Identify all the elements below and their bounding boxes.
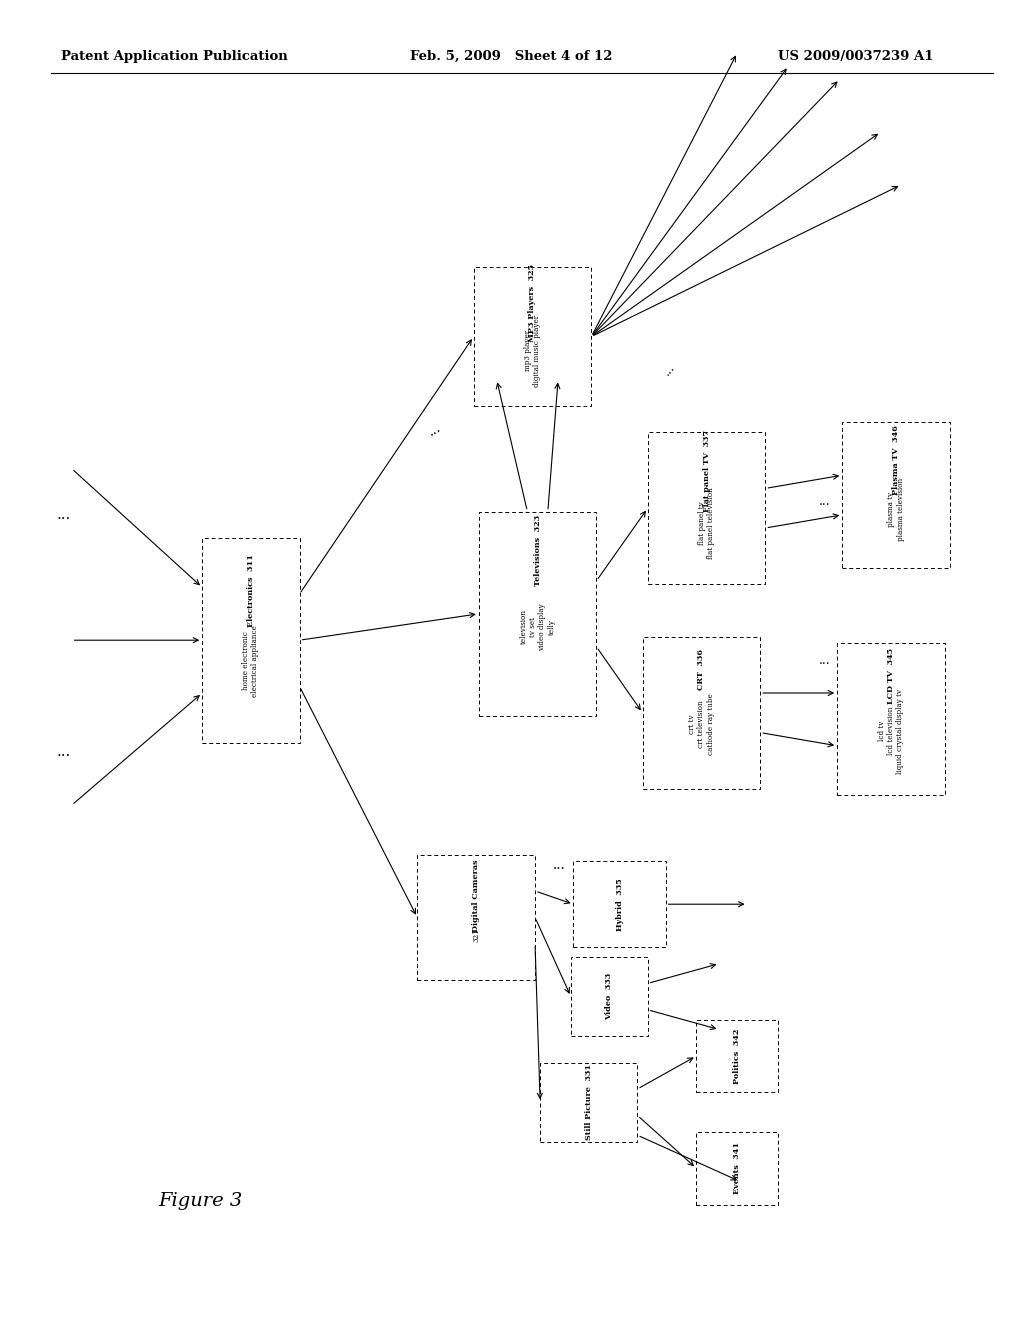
Bar [541,1063,637,1142]
Bar [643,636,760,788]
Bar [203,539,299,742]
Bar [696,1019,778,1093]
Text: Electronics  311: Electronics 311 [247,554,255,627]
Text: home electronic
electrical appliance: home electronic electrical appliance [243,624,259,697]
Text: Feb. 5, 2009   Sheet 4 of 12: Feb. 5, 2009 Sheet 4 of 12 [410,50,612,63]
Bar [838,643,944,795]
Text: Televisions  323: Televisions 323 [534,515,542,586]
Text: ...: ... [553,858,565,871]
Text: Plasma TV  346: Plasma TV 346 [892,425,900,495]
Text: Events  341: Events 341 [733,1142,741,1195]
Text: Hybrid  335: Hybrid 335 [615,878,624,931]
Text: LCD TV  345: LCD TV 345 [887,648,895,705]
Text: flat panel tv
flat panel television: flat panel tv flat panel television [698,487,715,560]
Text: ...: ... [660,360,678,379]
Text: lcd tv
lcd television
liquid crystal display tv: lcd tv lcd television liquid crystal dis… [878,689,904,774]
Text: ...: ... [56,508,71,521]
Text: Flat panel TV  337: Flat panel TV 337 [702,430,711,512]
Bar [573,862,666,948]
Bar [647,433,765,583]
Bar [418,855,536,979]
Bar [571,957,647,1036]
Text: ...: ... [819,495,830,508]
Text: television
tv set
video display
telly: television tv set video display telly [520,603,555,651]
Text: 321: 321 [472,928,480,942]
Bar [473,267,592,407]
Bar [842,422,950,568]
Text: ...: ... [425,420,443,438]
Text: ...: ... [819,653,830,667]
Text: crt tv
crt television
cathode ray tube: crt tv crt television cathode ray tube [688,694,715,755]
Text: Politics  342: Politics 342 [733,1028,741,1084]
Text: Still Picture  331: Still Picture 331 [585,1064,593,1140]
Text: plasma tv
plasma television: plasma tv plasma television [888,478,904,541]
Bar [696,1131,778,1204]
Text: Digital Cameras: Digital Cameras [472,859,480,932]
Text: CRT  336: CRT 336 [697,649,706,690]
Bar [479,511,596,715]
Text: US 2009/0037239 A1: US 2009/0037239 A1 [778,50,934,63]
Text: Video  333: Video 333 [605,973,613,1020]
Text: Patent Application Publication: Patent Application Publication [61,50,288,63]
Text: mp3 player
digital music player: mp3 player digital music player [524,314,541,387]
Text: ...: ... [56,746,71,759]
Text: MP3 Players  325: MP3 Players 325 [528,264,537,342]
Text: Figure 3: Figure 3 [159,1192,243,1210]
